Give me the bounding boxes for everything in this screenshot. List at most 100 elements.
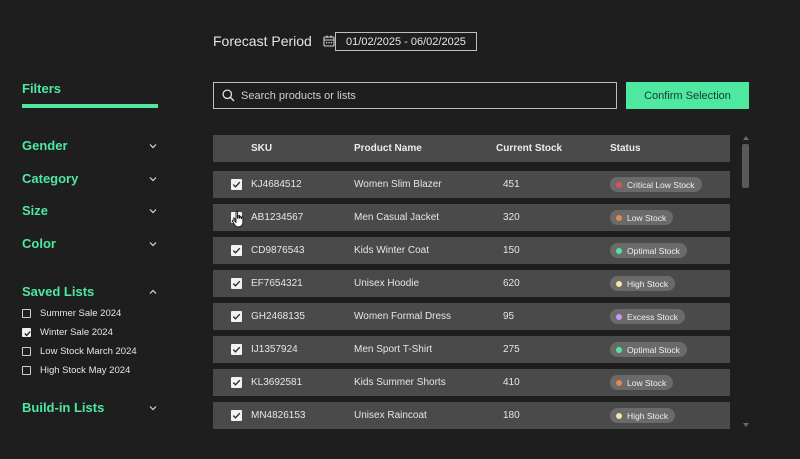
checkbox-checked[interactable] (22, 328, 31, 337)
filter-category-label: Category (22, 171, 79, 186)
scrollbar-thumb[interactable] (742, 144, 749, 188)
search-bar[interactable] (213, 82, 617, 109)
cell-current-stock: 95 (503, 311, 515, 322)
status-badge: Low Stock (610, 375, 674, 390)
cell-product-name: Women Formal Dress (354, 311, 452, 322)
table-row[interactable]: AB1234567 Men Casual Jacket 320 Low Stoc… (213, 204, 730, 231)
chevron-down-icon (149, 405, 157, 410)
filter-gender-label: Gender (22, 138, 68, 153)
checkbox[interactable] (22, 309, 31, 318)
column-header-status[interactable]: Status (610, 143, 641, 154)
status-label: Critical Low Stock (627, 179, 695, 190)
saved-list-item[interactable]: Low Stock March 2024 (22, 346, 137, 357)
checkbox[interactable] (22, 347, 31, 356)
row-checkbox[interactable] (231, 278, 242, 289)
filter-size[interactable]: Size (22, 203, 158, 218)
table-row[interactable]: KL3692581 Kids Summer Shorts 410 Low Sto… (213, 369, 730, 396)
filter-category[interactable]: Category (22, 171, 158, 186)
cell-current-stock: 275 (503, 344, 520, 355)
status-dot (616, 313, 622, 320)
column-header-sku[interactable]: SKU (251, 143, 273, 154)
column-header-product-name[interactable]: Product Name (354, 143, 422, 154)
status-badge: Optimal Stock (610, 243, 687, 258)
filters-title: Filters (22, 81, 62, 96)
saved-list-item[interactable]: Summer Sale 2024 (22, 308, 121, 319)
status-badge: Optimal Stock (610, 342, 687, 357)
scroll-down-arrow-icon[interactable] (742, 422, 750, 428)
status-dot (616, 346, 622, 353)
saved-list-label: Winter Sale 2024 (40, 327, 113, 338)
status-label: Excess Stock (627, 311, 679, 322)
table-row[interactable]: CD9876543 Kids Winter Coat 150 Optimal S… (213, 237, 730, 264)
cell-product-name: Women Slim Blazer (354, 179, 442, 190)
forecast-period: Forecast Period (213, 31, 336, 51)
filter-color-label: Color (22, 236, 56, 251)
cell-current-stock: 320 (503, 212, 520, 223)
cell-sku: GH2468135 (251, 311, 305, 322)
search-icon (222, 89, 235, 102)
table-row[interactable]: KJ4684512 Women Slim Blazer 451 Critical… (213, 171, 730, 198)
table-row[interactable]: GH2468135 Women Formal Dress 95 Excess S… (213, 303, 730, 330)
confirm-selection-button[interactable]: Confirm Selection (626, 82, 749, 109)
forecast-period-label: Forecast Period (213, 33, 312, 49)
status-badge: Low Stock (610, 210, 674, 225)
status-badge: High Stock (610, 276, 676, 291)
cell-product-name: Kids Summer Shorts (354, 377, 446, 388)
status-label: High Stock (627, 278, 669, 289)
cell-sku: IJ1357924 (251, 344, 298, 355)
search-input[interactable] (241, 89, 581, 102)
status-dot (616, 214, 622, 221)
cell-current-stock: 150 (503, 245, 520, 256)
saved-list-label: High Stock May 2024 (40, 365, 131, 376)
chevron-down-icon (149, 241, 157, 246)
buildin-lists-label: Build-in Lists (22, 400, 105, 415)
cell-product-name: Unisex Hoodie (354, 278, 420, 289)
status-badge: High Stock (610, 408, 676, 423)
status-badge: Excess Stock (610, 309, 686, 324)
scroll-up-arrow-icon[interactable] (742, 135, 750, 141)
calendar-icon[interactable] (322, 34, 336, 48)
filter-size-label: Size (22, 203, 49, 218)
status-dot (616, 280, 622, 287)
cell-current-stock: 620 (503, 278, 520, 289)
table-row[interactable]: MN4826153 Unisex Raincoat 180 High Stock (213, 402, 730, 429)
status-badge: Critical Low Stock (610, 177, 702, 192)
saved-lists-label: Saved Lists (22, 284, 95, 299)
row-checkbox[interactable] (231, 410, 242, 421)
date-range-input[interactable]: 01/02/2025 - 06/02/2025 (335, 32, 477, 51)
saved-list-label: Low Stock March 2024 (40, 346, 137, 357)
filter-gender[interactable]: Gender (22, 138, 158, 153)
cell-product-name: Kids Winter Coat (354, 245, 430, 256)
chevron-down-icon (149, 143, 157, 148)
cell-product-name: Men Sport T-Shirt (354, 344, 433, 355)
saved-list-item[interactable]: Winter Sale 2024 (22, 327, 113, 338)
status-label: High Stock (627, 410, 669, 421)
cell-sku: MN4826153 (251, 410, 306, 421)
status-dot (616, 181, 622, 188)
table-header: SKU Product Name Current Stock Status (213, 135, 730, 162)
checkbox[interactable] (22, 366, 31, 375)
saved-lists-toggle[interactable]: Saved Lists (22, 284, 158, 299)
cell-sku: CD9876543 (251, 245, 305, 256)
row-checkbox[interactable] (231, 344, 242, 355)
hand-pointer-cursor-icon (231, 210, 244, 228)
row-checkbox[interactable] (231, 377, 242, 388)
row-checkbox[interactable] (231, 245, 242, 256)
cell-current-stock: 451 (503, 179, 520, 190)
filter-color[interactable]: Color (22, 236, 158, 251)
row-checkbox[interactable] (231, 179, 242, 190)
table-row[interactable]: IJ1357924 Men Sport T-Shirt 275 Optimal … (213, 336, 730, 363)
table-row[interactable]: EF7654321 Unisex Hoodie 620 High Stock (213, 270, 730, 297)
cell-sku: EF7654321 (251, 278, 303, 289)
saved-list-label: Summer Sale 2024 (40, 308, 122, 319)
chevron-down-icon (149, 176, 157, 181)
cell-sku: KL3692581 (251, 377, 303, 388)
status-label: Low Stock (627, 377, 667, 388)
saved-list-item[interactable]: High Stock May 2024 (22, 365, 130, 376)
column-header-current-stock[interactable]: Current Stock (496, 143, 563, 154)
buildin-lists-toggle[interactable]: Build-in Lists (22, 400, 158, 415)
cell-current-stock: 180 (503, 410, 520, 421)
row-checkbox[interactable] (231, 311, 242, 322)
status-dot (616, 379, 622, 386)
status-label: Optimal Stock (627, 245, 680, 256)
